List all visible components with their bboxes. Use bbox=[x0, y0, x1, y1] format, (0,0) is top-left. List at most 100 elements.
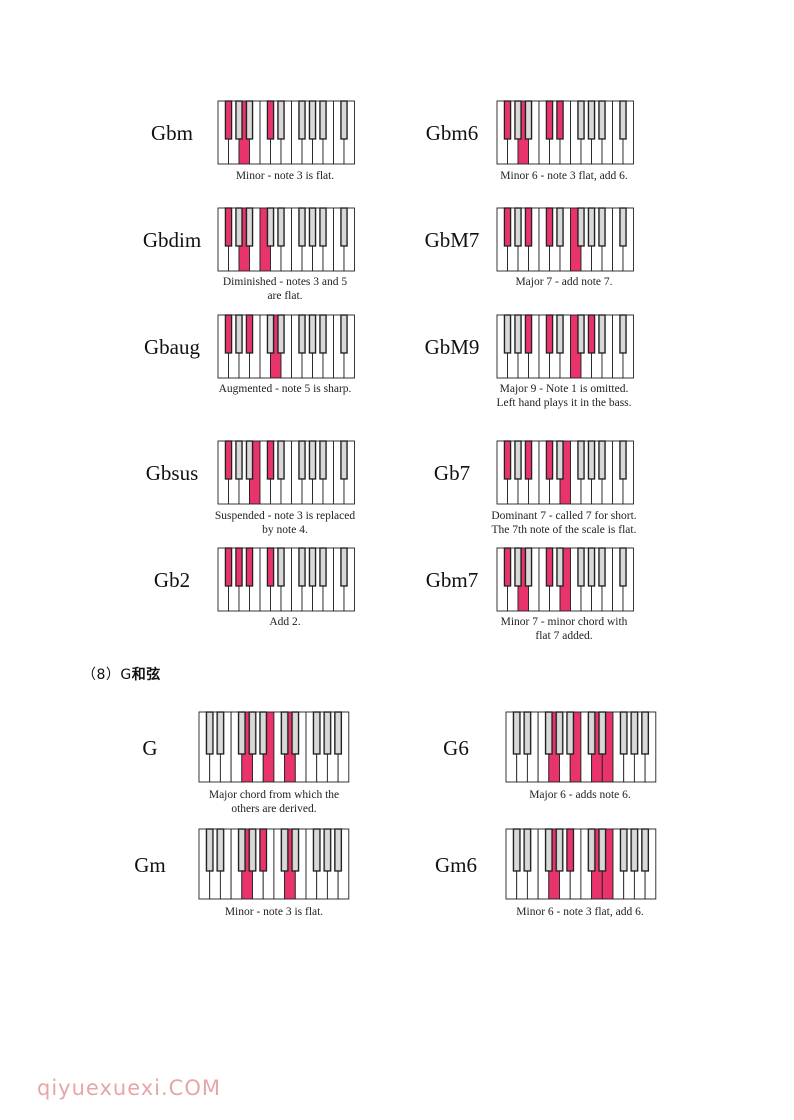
black-key-highlight bbox=[342, 102, 346, 138]
black-key-highlight bbox=[282, 713, 287, 753]
pressed-black-key bbox=[224, 440, 233, 480]
black-key-highlight bbox=[300, 549, 304, 585]
black-key-highlight bbox=[525, 713, 530, 753]
keyboard-diagram bbox=[496, 100, 635, 165]
black-key-highlight bbox=[643, 713, 648, 753]
keyboard-svg bbox=[217, 314, 355, 379]
black-key-highlight bbox=[514, 713, 519, 753]
black-key-highlight bbox=[247, 442, 252, 478]
black-key-highlight bbox=[589, 209, 594, 245]
black-key-highlight bbox=[621, 713, 626, 753]
black-key-highlight bbox=[579, 442, 583, 478]
black-key-highlight bbox=[293, 713, 298, 753]
chord-caption: Suspended - note 3 is replaced by note 4… bbox=[214, 510, 356, 536]
chord-caption: Diminished - notes 3 and 5 are flat. bbox=[222, 276, 348, 302]
black-key-highlight bbox=[589, 549, 594, 585]
black-key-highlight bbox=[342, 549, 346, 585]
keyboard-diagram bbox=[505, 828, 657, 900]
black-key-highlight bbox=[557, 713, 562, 753]
black-key-highlight bbox=[300, 102, 304, 138]
keyboard-diagram bbox=[496, 440, 635, 505]
chord-caption: Dominant 7 - called 7 for short. The 7th… bbox=[491, 510, 637, 536]
pressed-black-key bbox=[545, 207, 554, 247]
black-key-highlight bbox=[321, 316, 325, 352]
black-key-highlight bbox=[579, 209, 583, 245]
keyboard-diagram bbox=[217, 440, 356, 505]
chord-name: GbM7 bbox=[424, 228, 480, 252]
pressed-black-key bbox=[224, 100, 233, 140]
pressed-black-key bbox=[566, 828, 575, 872]
black-key-highlight bbox=[279, 549, 283, 585]
keyboard-diagram bbox=[217, 547, 356, 612]
black-key-highlight bbox=[237, 442, 241, 478]
chord-name: Gbm7 bbox=[425, 568, 479, 592]
watermark-logo: qiyuexuexi.COM bbox=[37, 1076, 221, 1100]
chord-name: G bbox=[142, 736, 158, 760]
chord-caption: Major 6 - adds note 6. bbox=[529, 789, 631, 801]
black-key-highlight bbox=[321, 102, 325, 138]
black-key-highlight bbox=[600, 442, 604, 478]
chord-name: Gb2 bbox=[153, 568, 191, 592]
black-key-highlight bbox=[600, 830, 605, 870]
black-key-highlight bbox=[632, 830, 637, 870]
black-key-highlight bbox=[516, 442, 520, 478]
keyboard-svg bbox=[217, 207, 355, 272]
keyboard-svg bbox=[198, 828, 350, 900]
black-key-highlight bbox=[310, 316, 315, 352]
black-key-highlight bbox=[300, 209, 304, 245]
pressed-black-key bbox=[524, 440, 533, 480]
black-key-highlight bbox=[579, 549, 583, 585]
black-key-highlight bbox=[558, 209, 562, 245]
pressed-black-key bbox=[266, 440, 275, 480]
black-key-highlight bbox=[293, 830, 298, 870]
black-key-highlight bbox=[279, 209, 283, 245]
pressed-black-key bbox=[503, 100, 512, 140]
black-key-highlight bbox=[526, 102, 531, 138]
black-key-highlight bbox=[516, 102, 520, 138]
black-key-highlight bbox=[621, 830, 626, 870]
black-key-highlight bbox=[310, 209, 315, 245]
chord-caption: Minor 6 - note 3 flat, add 6. bbox=[516, 906, 644, 918]
black-key-highlight bbox=[218, 830, 223, 870]
black-key-highlight bbox=[247, 102, 252, 138]
chord-name: Gbaug bbox=[144, 335, 200, 359]
black-key-highlight bbox=[621, 316, 625, 352]
pressed-black-key bbox=[259, 828, 268, 872]
black-key-highlight bbox=[579, 316, 583, 352]
black-key-highlight bbox=[643, 830, 648, 870]
black-key-highlight bbox=[336, 713, 341, 753]
black-key-highlight bbox=[321, 549, 325, 585]
chord-name: Gbm bbox=[151, 121, 193, 145]
black-key-highlight bbox=[279, 316, 283, 352]
keyboard-svg bbox=[505, 711, 657, 783]
black-key-highlight bbox=[314, 830, 319, 870]
pressed-black-key bbox=[235, 547, 243, 587]
keyboard-diagram bbox=[217, 100, 356, 165]
keyboard-svg bbox=[217, 547, 355, 612]
black-key-highlight bbox=[546, 830, 551, 870]
black-key-highlight bbox=[621, 549, 625, 585]
chord-caption: Major chord from which the others are de… bbox=[208, 789, 340, 815]
black-key-highlight bbox=[516, 549, 520, 585]
black-key-highlight bbox=[558, 316, 562, 352]
black-key-highlight bbox=[310, 549, 315, 585]
keyboard-diagram bbox=[496, 547, 635, 612]
keyboard-diagram bbox=[505, 711, 657, 783]
black-key-highlight bbox=[525, 830, 530, 870]
black-key-highlight bbox=[247, 209, 252, 245]
section-title: 和弦 bbox=[131, 667, 161, 683]
black-key-highlight bbox=[321, 209, 325, 245]
black-key-highlight bbox=[268, 316, 273, 352]
keyboard-diagram bbox=[198, 711, 350, 783]
black-key-highlight bbox=[516, 209, 520, 245]
pressed-black-key bbox=[545, 100, 554, 140]
black-key-highlight bbox=[239, 830, 244, 870]
black-key-highlight bbox=[342, 209, 346, 245]
black-key-highlight bbox=[632, 713, 637, 753]
pressed-black-key bbox=[545, 440, 554, 480]
black-key-highlight bbox=[268, 209, 273, 245]
chord-caption: Major 7 - add note 7. bbox=[515, 276, 613, 288]
black-key-highlight bbox=[300, 316, 304, 352]
chord-caption: Augmented - note 5 is sharp. bbox=[218, 383, 352, 395]
chord-name: Gb7 bbox=[433, 461, 471, 485]
